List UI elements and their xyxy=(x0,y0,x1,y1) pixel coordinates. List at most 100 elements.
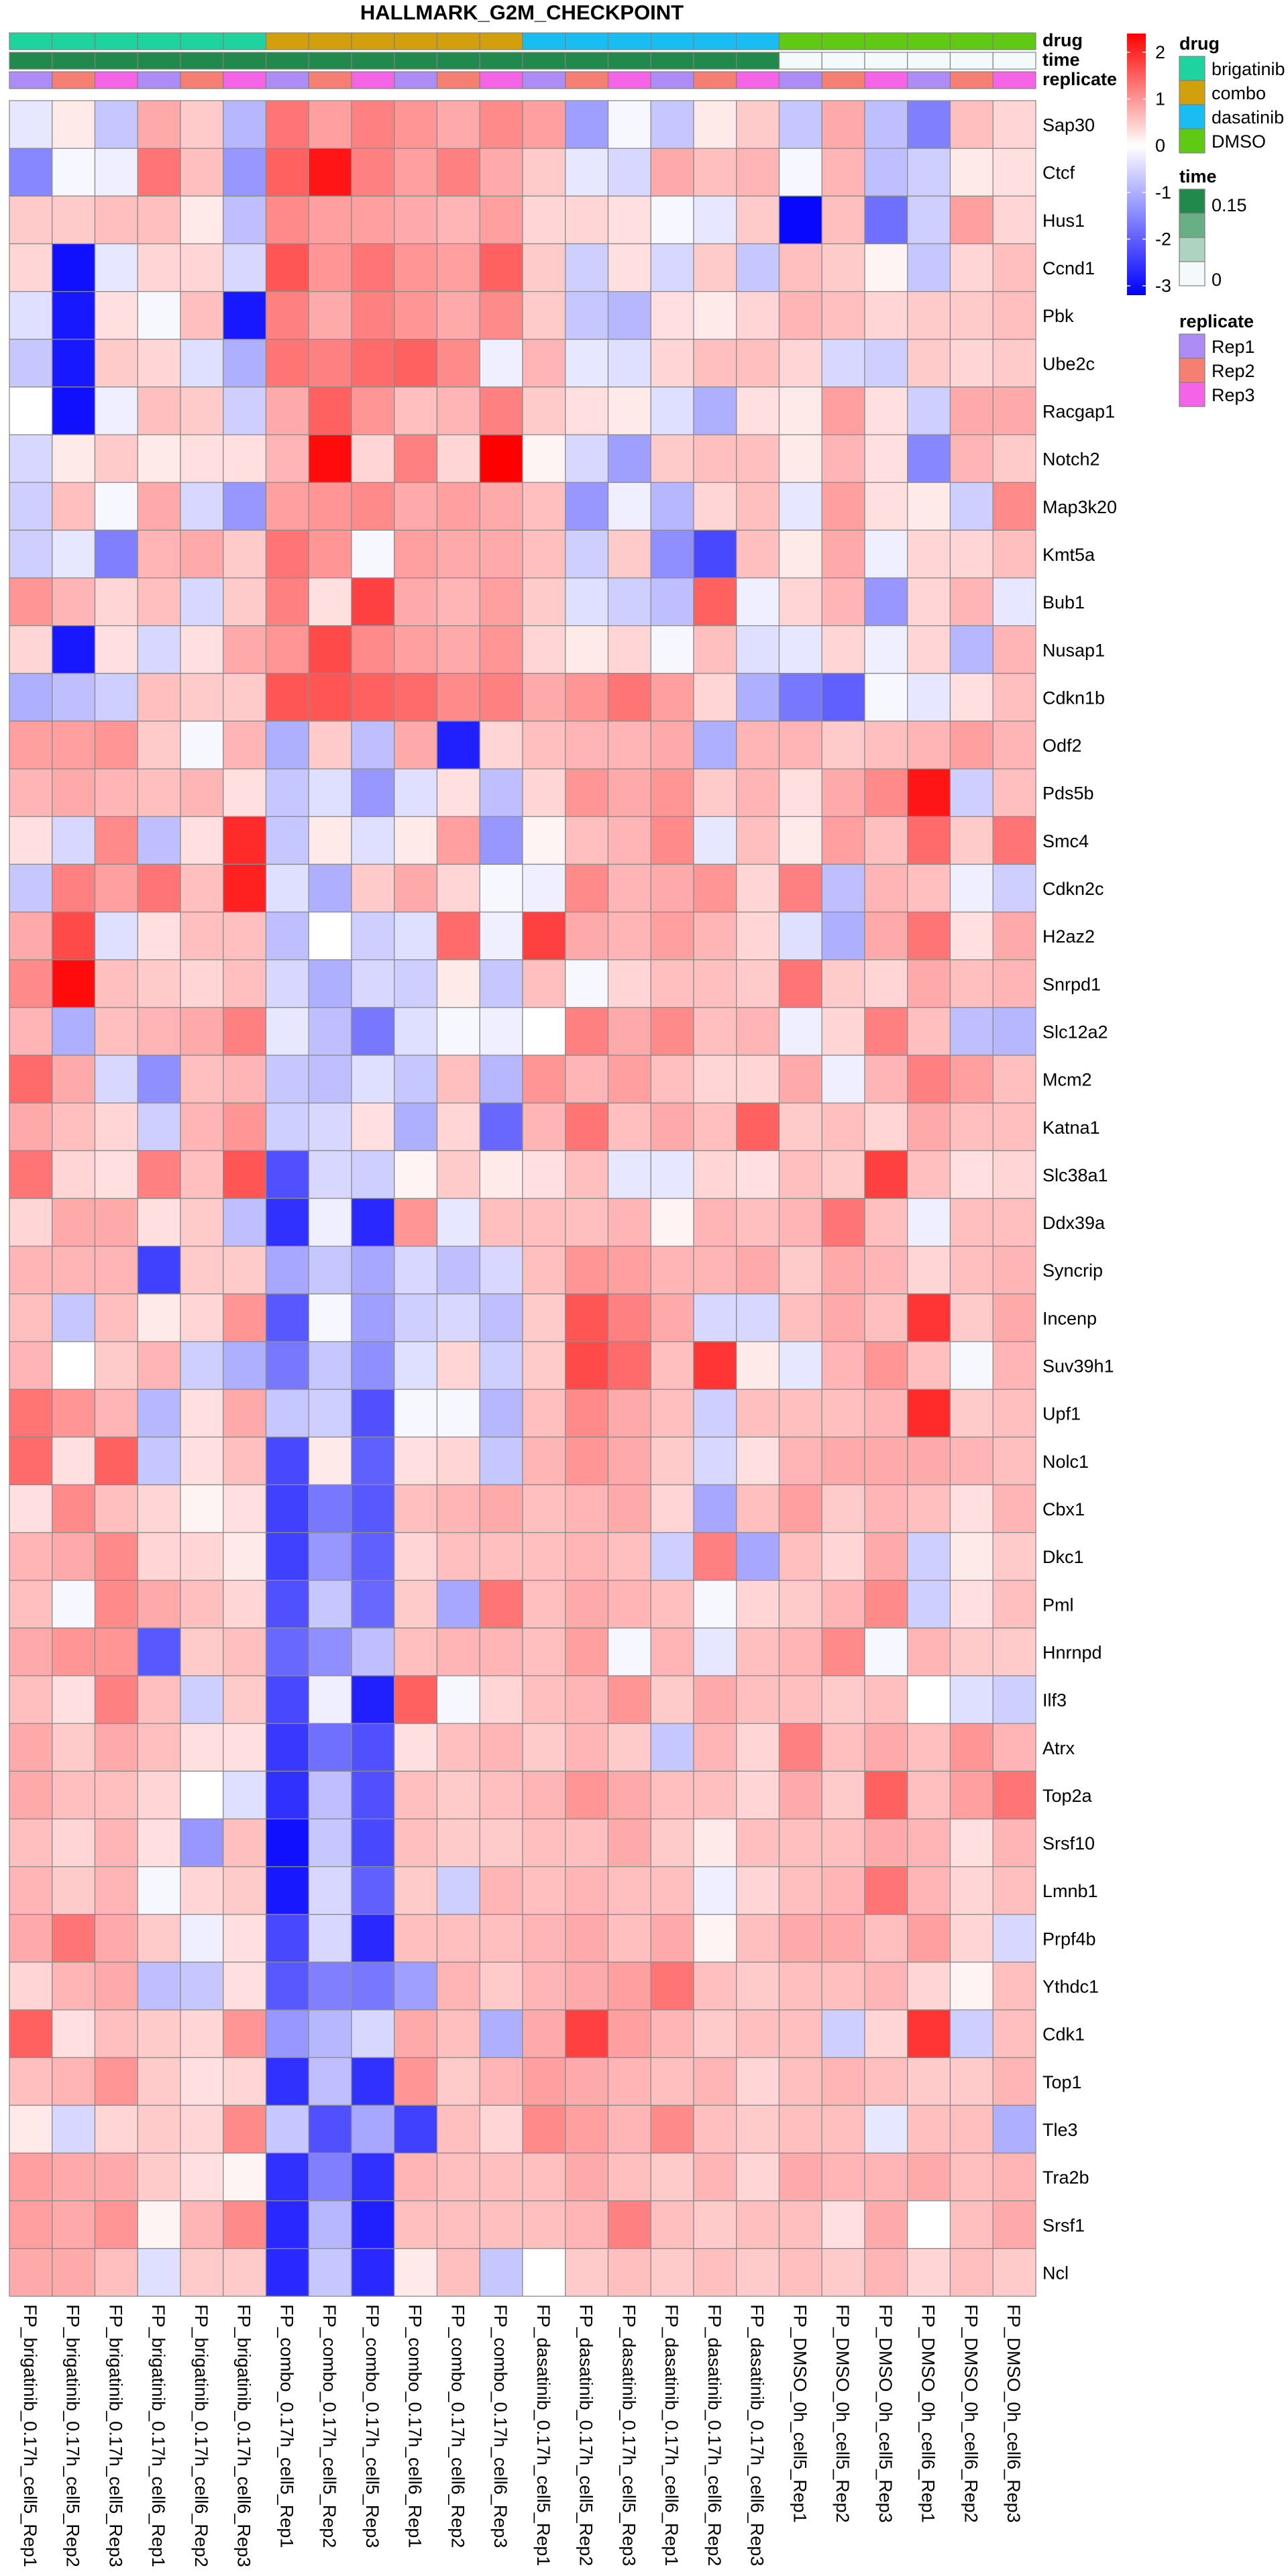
annotation-cell-time xyxy=(949,52,994,70)
legend-label-dasatinib: dasatinib xyxy=(1212,107,1284,127)
heatmap-cell xyxy=(436,1389,480,1438)
row-label-syncrip: Syncrip xyxy=(1042,1260,1103,1281)
annotation-label-replicate: replicate xyxy=(1042,69,1117,89)
heatmap-cell xyxy=(736,720,780,769)
heatmap-cell xyxy=(522,148,566,197)
heatmap-cell xyxy=(693,1102,737,1151)
annotation-cell-replicate xyxy=(821,71,865,89)
heatmap-cell xyxy=(778,1580,822,1629)
heatmap-cell xyxy=(736,195,780,245)
heatmap-cell xyxy=(308,911,352,961)
heatmap-cell xyxy=(394,816,438,865)
heatmap-cell xyxy=(479,339,523,388)
annotation-cell-time xyxy=(607,52,651,70)
heatmap-cell xyxy=(522,1197,566,1247)
heatmap-cell xyxy=(949,2248,994,2297)
annotation-cell-drug xyxy=(778,32,822,50)
heatmap-cell xyxy=(479,1341,523,1390)
heatmap-cell xyxy=(9,434,53,483)
heatmap-cell xyxy=(94,1246,138,1295)
heatmap-cell xyxy=(650,434,694,483)
column-label: FP_DMSO_0h_cell5_Rep3 xyxy=(875,2304,896,2523)
heatmap-cell xyxy=(736,2009,780,2058)
heatmap-cell xyxy=(52,1627,96,1676)
heatmap-cell xyxy=(94,577,138,627)
heatmap-cell xyxy=(223,2200,267,2249)
color-scale-bar xyxy=(1127,34,1146,295)
heatmap-cell xyxy=(52,1436,96,1486)
heatmap-cell xyxy=(821,2104,865,2154)
row-label-tra2b: Tra2b xyxy=(1042,2167,1089,2188)
heatmap-cell xyxy=(52,148,96,197)
heatmap-cell xyxy=(394,577,438,627)
heatmap-cell xyxy=(607,529,651,579)
heatmap-cell xyxy=(479,434,523,483)
heatmap-cell xyxy=(693,673,737,722)
heatmap-cell xyxy=(479,529,523,579)
heatmap-cell xyxy=(522,577,566,627)
heatmap-cell xyxy=(736,1293,780,1342)
heatmap-cell xyxy=(351,1723,395,1772)
heatmap-cell xyxy=(736,1436,780,1486)
heatmap-cell xyxy=(137,577,181,627)
heatmap-cell xyxy=(907,529,951,579)
heatmap-cell xyxy=(52,1293,96,1342)
heatmap-cell xyxy=(992,1484,1036,1534)
heatmap-cell xyxy=(479,1914,523,1963)
column-label: FP_combo_0.17h_cell5_Rep2 xyxy=(319,2304,339,2548)
heatmap-cell xyxy=(864,2009,908,2058)
heatmap-cell xyxy=(992,577,1036,627)
heatmap-cell xyxy=(180,768,224,817)
heatmap-cell xyxy=(992,1866,1036,1915)
heatmap-cell xyxy=(137,386,181,435)
heatmap-cell xyxy=(821,959,865,1008)
annotation-cell-time xyxy=(693,52,737,70)
heatmap-cell xyxy=(394,482,438,531)
heatmap-cell xyxy=(265,1293,309,1342)
heatmap-cell xyxy=(479,2248,523,2297)
heatmap-cell xyxy=(9,100,53,149)
heatmap-cell xyxy=(52,2104,96,2154)
annotation-cell-time xyxy=(778,52,822,70)
heatmap-cell xyxy=(907,1246,951,1295)
heatmap-cell xyxy=(94,1770,138,1820)
heatmap-cell xyxy=(864,529,908,579)
heatmap-cell xyxy=(265,339,309,388)
heatmap-cell xyxy=(992,816,1036,865)
annotation-cell-time xyxy=(992,52,1036,70)
heatmap-cell xyxy=(137,1150,181,1199)
heatmap-cell xyxy=(736,1866,780,1915)
heatmap-cell xyxy=(522,100,566,149)
heatmap-cell xyxy=(94,1532,138,1581)
heatmap-cell xyxy=(607,434,651,483)
heatmap-cell xyxy=(693,959,737,1008)
heatmap-cell xyxy=(992,1962,1036,2010)
heatmap-cell xyxy=(607,673,651,722)
annotation-cell-replicate xyxy=(736,71,780,89)
annotation-cell-time xyxy=(565,52,609,70)
heatmap-cell xyxy=(180,386,224,435)
heatmap-cell xyxy=(522,243,566,292)
heatmap-cell xyxy=(992,2200,1036,2249)
heatmap-cell xyxy=(607,1818,651,1868)
heatmap-cell xyxy=(907,1818,951,1868)
heatmap-cell xyxy=(180,1866,224,1915)
heatmap-cell xyxy=(522,339,566,388)
heatmap-cell xyxy=(907,1389,951,1438)
heatmap-cell xyxy=(821,863,865,913)
heatmap-cell xyxy=(94,1962,138,2010)
heatmap-cell xyxy=(52,720,96,769)
heatmap-cell xyxy=(436,1962,480,2010)
heatmap-cell xyxy=(394,959,438,1008)
heatmap-cell xyxy=(778,2104,822,2154)
heatmap-cell xyxy=(778,243,822,292)
heatmap-cell xyxy=(308,290,352,340)
heatmap-cell xyxy=(52,1102,96,1151)
heatmap-cell xyxy=(308,1150,352,1199)
heatmap-cell xyxy=(180,2152,224,2202)
heatmap-cell xyxy=(436,1150,480,1199)
heatmap-cell xyxy=(693,577,737,627)
heatmap-cell xyxy=(94,1818,138,1868)
heatmap-cell xyxy=(522,2104,566,2154)
heatmap-cell xyxy=(137,2009,181,2058)
